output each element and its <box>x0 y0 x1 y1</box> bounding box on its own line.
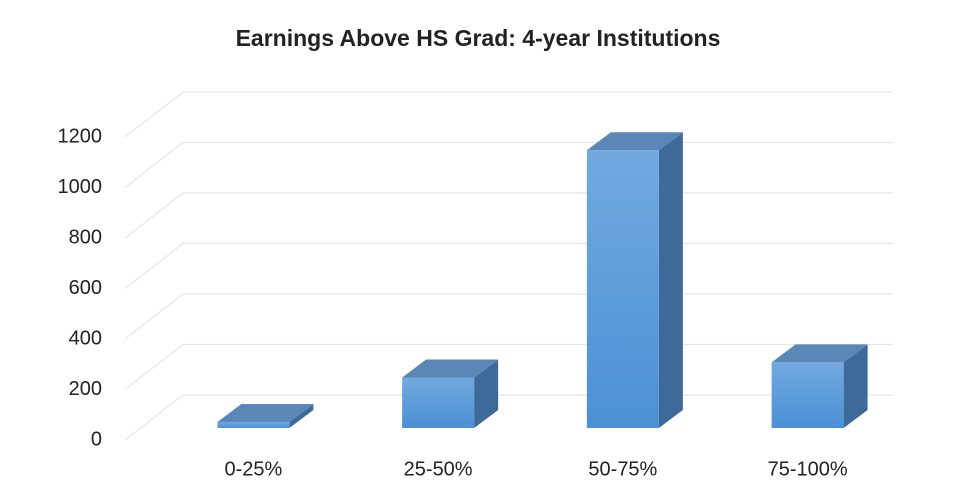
y-tick-label: 1000 <box>58 176 103 198</box>
y-tick-label: 600 <box>69 277 102 299</box>
bar <box>586 132 683 428</box>
bar-side <box>289 403 314 428</box>
y-tick-label: 1200 <box>58 125 103 147</box>
grid-line <box>124 91 893 138</box>
grid-line <box>124 192 893 239</box>
bar-side <box>843 344 868 428</box>
grid-line <box>124 293 893 340</box>
bar <box>771 344 868 428</box>
y-tick-label: 800 <box>69 226 102 248</box>
bar-top <box>586 132 683 151</box>
bar-top <box>771 344 868 363</box>
x-tick-label: 0-25% <box>224 458 282 480</box>
y-tick-label: 0 <box>91 428 102 450</box>
bar-front <box>402 377 475 428</box>
bar-side <box>474 359 499 428</box>
bar-front <box>217 421 290 428</box>
bar-front <box>586 150 659 428</box>
x-tick-label: 75-100% <box>768 458 848 480</box>
bar-front <box>771 362 844 428</box>
bar-side <box>658 132 683 428</box>
x-tick-label: 50-75% <box>588 458 657 480</box>
y-tick-label: 400 <box>69 327 102 349</box>
chart-title: Earnings Above HS Grad: 4-year Instituti… <box>236 25 721 51</box>
y-tick-label: 200 <box>69 378 102 400</box>
bar-top <box>217 403 314 422</box>
bar <box>217 403 314 428</box>
bar-top <box>402 359 499 378</box>
grid-line <box>124 141 893 188</box>
grid-line <box>124 242 893 289</box>
bar <box>402 359 499 428</box>
x-tick-label: 25-50% <box>404 458 473 480</box>
